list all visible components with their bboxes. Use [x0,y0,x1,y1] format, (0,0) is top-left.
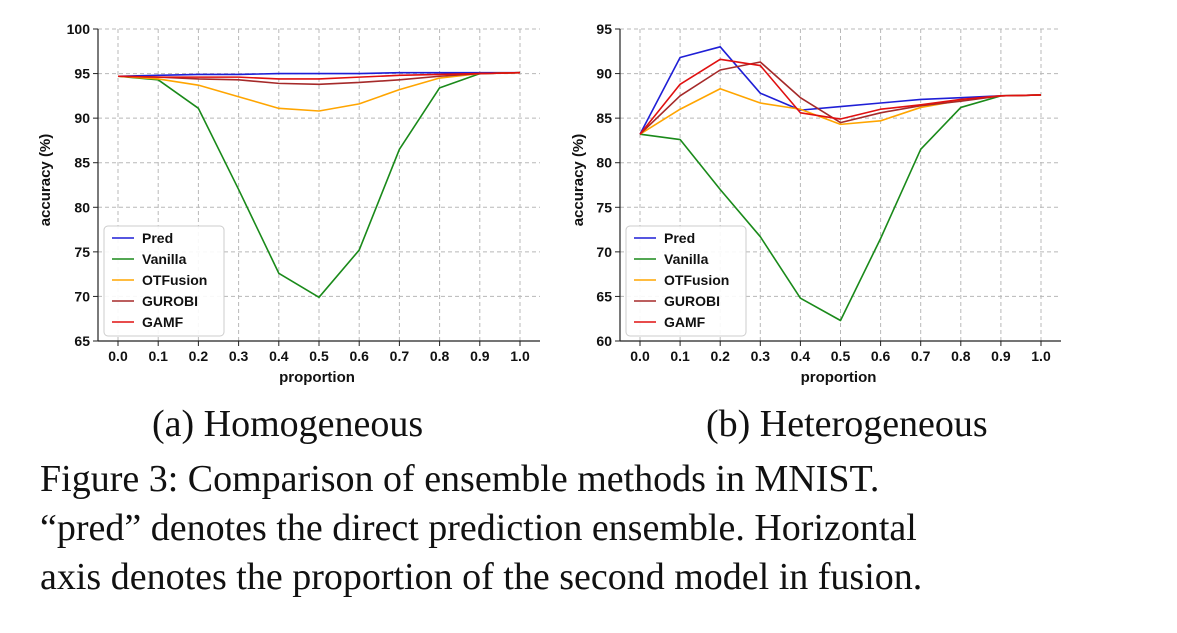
y-tick-label: 65 [74,333,90,349]
legend-label-pred: Pred [664,230,695,246]
y-tick-label: 75 [596,199,612,215]
legend: Pred Vanilla OTFusion GUROBI GAMF [625,225,747,337]
caption-line-3: axis denotes the proportion of the secon… [40,556,923,598]
x-tick-label: 0.8 [430,348,450,364]
caption-line-1: Figure 3: Comparison of ensemble methods… [40,458,880,500]
y-tick-label: 90 [596,66,612,82]
y-tick-label: 90 [74,110,90,126]
legend-label-otfusion: OTFusion [142,272,207,288]
y-tick-label: 95 [596,21,612,37]
subcaption-homogeneous: (a) Homogeneous [152,403,424,445]
y-axis-label: accuracy (%) [37,134,54,227]
x-tick-label: 0.0 [108,348,128,364]
x-tick-label: 0.4 [269,348,289,364]
legend-label-gamf: GAMF [142,314,184,330]
x-tick-label: 0.7 [911,348,931,364]
x-tick-label: 1.0 [1031,348,1051,364]
series-line-pred [639,46,1042,135]
series-line-gurobi [117,71,521,86]
y-tick-label: 60 [596,333,612,349]
x-tick-label: 0.0 [630,348,650,364]
grid-lines [620,28,1061,342]
x-tick-label: 0.3 [751,348,771,364]
legend-label-otfusion: OTFusion [664,272,729,288]
x-tick-label: 0.7 [390,348,410,364]
legend-label-pred: Pred [142,230,173,246]
x-axis-label: proportion [279,369,355,386]
y-tick-label: 85 [596,110,612,126]
series-line-vanilla [639,94,1042,322]
series-line-otfusion [117,71,521,112]
x-tick-label: 0.1 [148,348,168,364]
y-tick-label: 70 [74,288,90,304]
legend-label-vanilla: Vanilla [142,251,187,267]
y-tick-label: 75 [74,244,90,260]
y-tick-label: 100 [67,21,91,37]
x-tick-label: 0.1 [670,348,690,364]
x-axis-label: proportion [801,369,877,386]
x-tick-label: 1.0 [510,348,530,364]
legend-label-gurobi: GUROBI [142,293,198,309]
x-tick-label: 0.6 [871,348,891,364]
charts-figure: 0.0 0.1 0.2 0.3 0.4 0.5 0.6 0.7 0.8 0.9 1.0 65 70 75 8… [37,21,1061,386]
series-line-gurobi [639,61,1042,135]
legend-label-vanilla: Vanilla [664,251,709,267]
x-tick-label: 0.5 [831,348,851,364]
caption-line-2: “pred” denotes the direct prediction ens… [40,507,917,549]
y-tick-label: 65 [596,288,612,304]
y-axis-label: accuracy (%) [570,134,587,227]
y-tick-label: 80 [596,155,612,171]
legend-label-gurobi: GUROBI [664,293,720,309]
x-tick-label: 0.9 [470,348,490,364]
x-tick-label: 0.4 [791,348,811,364]
series-line-vanilla [117,71,521,299]
x-tick-label: 0.2 [710,348,730,364]
legend: Pred Vanilla OTFusion GUROBI GAMF [103,225,225,337]
subcaption-heterogeneous: (b) Heterogeneous [706,403,988,445]
y-tick-label: 70 [596,244,612,260]
y-tick-label: 80 [74,199,90,215]
x-tick-label: 0.2 [189,348,209,364]
y-tick-label: 95 [74,66,90,82]
chart-heterogeneous: 0.0 0.1 0.2 0.3 0.4 0.5 0.6 0.7 0.8 0.9 1.0 60 65 70 7… [570,21,1061,386]
x-tick-label: 0.3 [229,348,249,364]
legend-label-gamf: GAMF [664,314,706,330]
legend-box [103,225,225,337]
y-tick-label: 85 [74,155,90,171]
x-tick-label: 0.8 [951,348,971,364]
series-line-gamf [639,58,1042,135]
x-tick-label: 0.5 [309,348,329,364]
legend-box [625,225,747,337]
x-tick-label: 0.6 [349,348,369,364]
series-line-pred [117,71,520,78]
figure-caption: Figure 3: Comparison of ensemble methods… [40,455,1140,602]
series-line-gamf [117,71,521,80]
chart-homogeneous: 0.0 0.1 0.2 0.3 0.4 0.5 0.6 0.7 0.8 0.9 1.0 65 70 75 8… [37,21,540,386]
x-tick-label: 0.9 [991,348,1011,364]
